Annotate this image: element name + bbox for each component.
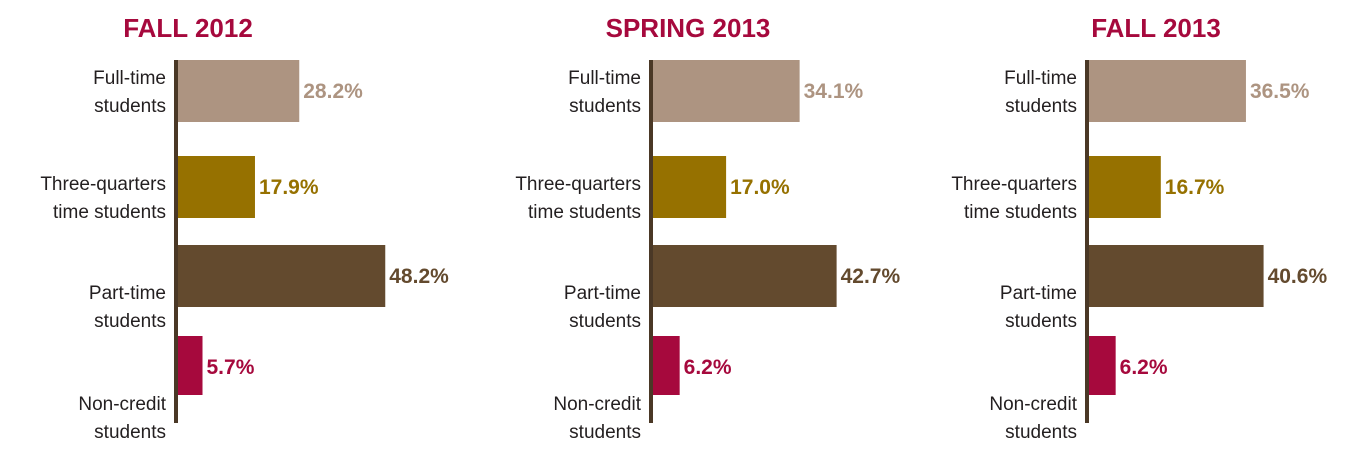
category-label: Three-quarters time students <box>951 174 1077 223</box>
category-label-line: time students <box>53 202 166 223</box>
bar-4 <box>1089 336 1116 395</box>
category-label-line: students <box>569 422 641 443</box>
chart-panel-3: FALL 2013 36.5% Full-time students 16.7% Thre… <box>951 13 1327 443</box>
value-label: 17.0% <box>730 176 790 199</box>
axis-line <box>649 60 653 423</box>
category-label: Non-credit students <box>553 394 641 443</box>
category-label-line: students <box>94 422 166 443</box>
category-label: Full-time students <box>568 68 641 117</box>
category-label-line: Non-credit <box>989 394 1077 415</box>
chart-title: FALL 2012 <box>123 13 253 43</box>
category-label-line: Three-quarters <box>515 174 641 195</box>
category-label: Three-quarters time students <box>515 174 641 223</box>
axis-line <box>174 60 178 423</box>
chart-panel-1: FALL 2012 28.2% Full-time students 17.9% Thre… <box>40 13 449 443</box>
category-label-line: time students <box>528 202 641 223</box>
category-label-line: Full-time <box>93 68 166 89</box>
value-label: 40.6% <box>1268 265 1328 288</box>
chart-title: SPRING 2013 <box>606 13 771 43</box>
category-label: Part-time students <box>564 283 641 332</box>
value-label: 6.2% <box>684 356 732 379</box>
value-label: 17.9% <box>259 176 319 199</box>
category-label-line: students <box>569 96 641 117</box>
category-label-line: Full-time <box>568 68 641 89</box>
category-label-line: Full-time <box>1004 68 1077 89</box>
category-label: Non-credit students <box>78 394 166 443</box>
value-label: 36.5% <box>1250 80 1310 103</box>
value-label: 28.2% <box>303 80 363 103</box>
category-label-line: Three-quarters <box>40 174 166 195</box>
bar-2 <box>178 156 255 218</box>
value-label: 6.2% <box>1120 356 1168 379</box>
category-label: Non-credit students <box>989 394 1077 443</box>
category-label-line: students <box>94 311 166 332</box>
category-label: Three-quarters time students <box>40 174 166 223</box>
category-label: Part-time students <box>89 283 166 332</box>
bar-1 <box>1089 60 1246 122</box>
category-label: Full-time students <box>1004 68 1077 117</box>
value-label: 16.7% <box>1165 176 1225 199</box>
bar-1 <box>178 60 300 122</box>
bar-4 <box>653 336 680 395</box>
chart-title: FALL 2013 <box>1091 13 1221 43</box>
category-label-line: Non-credit <box>553 394 641 415</box>
bar-3 <box>1089 245 1264 307</box>
category-label-line: Non-credit <box>78 394 166 415</box>
axis-line <box>1085 60 1089 423</box>
category-label: Part-time students <box>1000 283 1077 332</box>
category-label-line: students <box>1005 422 1077 443</box>
bar-4 <box>178 336 203 395</box>
chart-panel-2: SPRING 2013 34.1% Full-time students 17.0% Th… <box>515 13 900 443</box>
category-label-line: time students <box>964 202 1077 223</box>
category-label-line: Part-time <box>564 283 641 304</box>
category-label-line: Three-quarters <box>951 174 1077 195</box>
category-label-line: students <box>1005 311 1077 332</box>
value-label: 34.1% <box>804 80 864 103</box>
category-label-line: students <box>94 96 166 117</box>
value-label: 48.2% <box>389 265 449 288</box>
bar-3 <box>653 245 837 307</box>
value-label: 5.7% <box>207 356 255 379</box>
category-label-line: Part-time <box>1000 283 1077 304</box>
category-label-line: students <box>569 311 641 332</box>
value-label: 42.7% <box>841 265 901 288</box>
bar-3 <box>178 245 386 307</box>
category-label: Full-time students <box>93 68 166 117</box>
bar-1 <box>653 60 800 122</box>
category-label-line: Part-time <box>89 283 166 304</box>
bar-2 <box>653 156 727 218</box>
category-label-line: students <box>1005 96 1077 117</box>
bar-2 <box>1089 156 1161 218</box>
